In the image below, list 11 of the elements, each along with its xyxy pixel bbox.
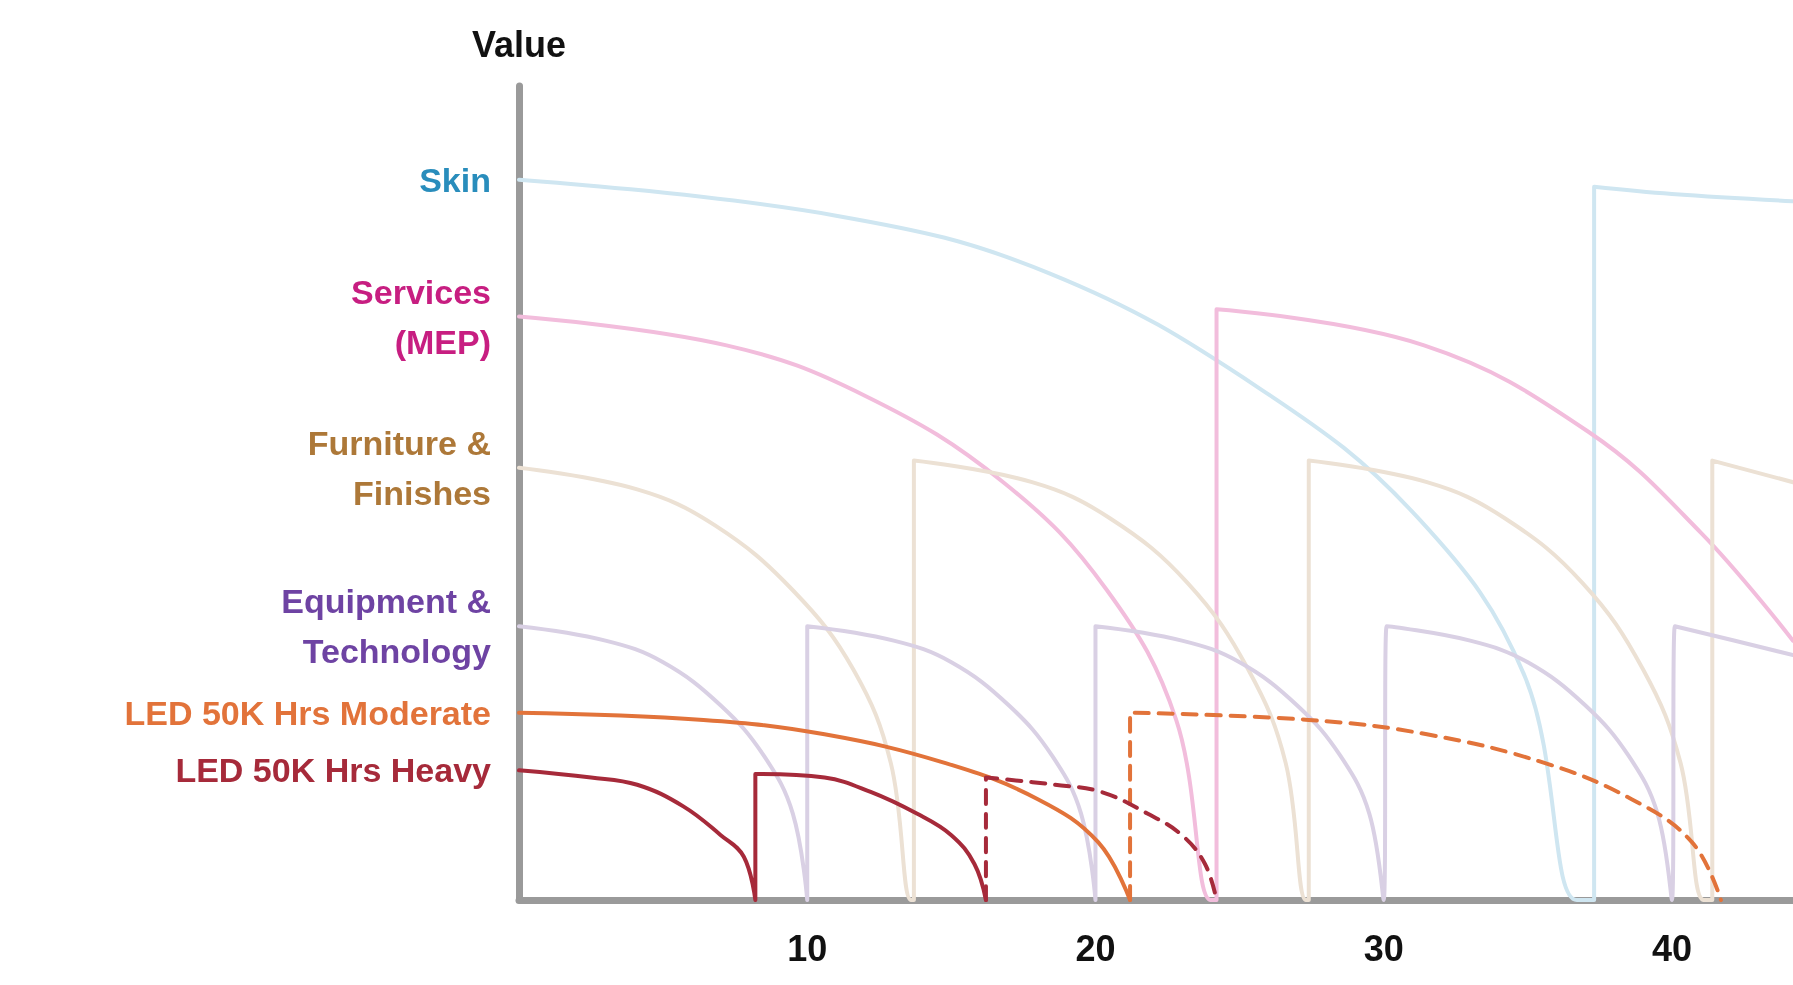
- series-label: Services (MEP): [351, 272, 491, 361]
- series-label: Furniture & Finishes: [307, 423, 491, 512]
- x-tick-label: 40: [1651, 927, 1692, 969]
- x-tick-label: 10: [787, 927, 828, 969]
- x-tick-label: 20: [1075, 927, 1116, 969]
- series-label: Skin: [419, 160, 491, 199]
- y-axis-title: Value: [471, 23, 567, 65]
- x-tick-label: 30: [1363, 927, 1404, 969]
- series-label: LED 50K Hrs Heavy: [175, 751, 492, 790]
- series-label: LED 50K Hrs Moderate: [124, 693, 491, 732]
- series-label: Equipment & Technology: [281, 582, 492, 671]
